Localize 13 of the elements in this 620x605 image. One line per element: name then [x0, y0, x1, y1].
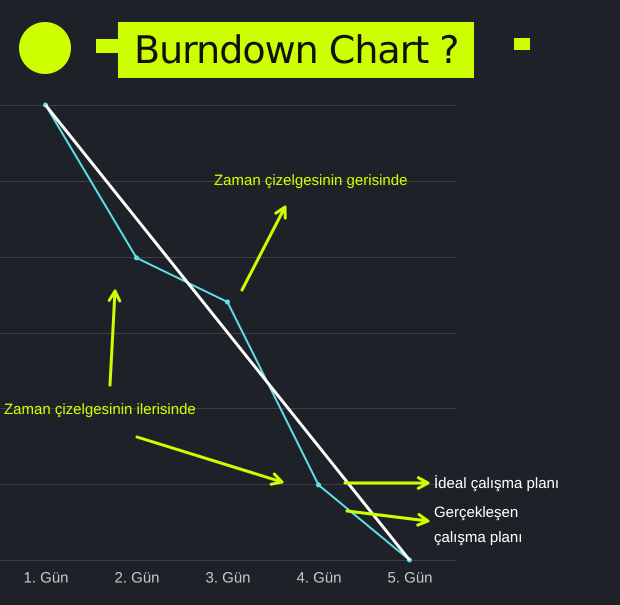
- point: [225, 300, 230, 305]
- x-tick-label: 3. Gün: [205, 570, 251, 586]
- x-tick-label: 4. Gün: [296, 570, 342, 586]
- x-tick-label: 1. Gün: [23, 570, 69, 586]
- series-label: Gerçekleşen çalışma planı: [434, 503, 524, 548]
- x-tick-label: 5. Gün: [387, 570, 433, 586]
- point: [316, 482, 321, 488]
- text: İdeal çalışma planı: [434, 474, 560, 494]
- chart-title: Burndown Chart ?: [118, 22, 474, 78]
- point: [134, 255, 139, 260]
- annotation: Zaman çizelgesinin ilerisinde: [4, 400, 196, 420]
- annotation: Zaman çizelgesinin gerisinde: [214, 171, 408, 191]
- x-tick-label: 2. Gün: [114, 570, 160, 586]
